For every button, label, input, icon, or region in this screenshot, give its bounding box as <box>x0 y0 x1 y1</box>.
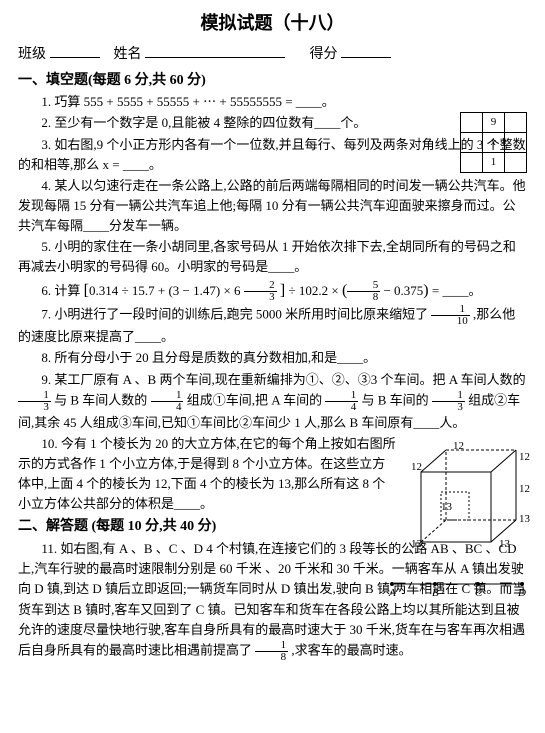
class-label: 班级 <box>18 47 46 62</box>
svg-text:12: 12 <box>519 451 530 463</box>
score-blank <box>341 57 391 58</box>
q6: 6. 计算 [0.314 ÷ 15.7 + (3 − 1.47) × 6 23 … <box>18 279 527 304</box>
cube-figure: 12 12 12 12 13 13 13 13 <box>411 442 531 552</box>
grid-top: 9 <box>483 113 505 133</box>
svg-text:B: B <box>432 587 439 598</box>
svg-text:12: 12 <box>519 483 530 495</box>
grid-figure: 9 x 1 <box>460 112 527 173</box>
frac-1-3a: 13 <box>18 390 51 413</box>
svg-text:C: C <box>475 587 483 598</box>
frac-1-8: 18 <box>255 640 288 663</box>
q1: 1. 巧算 555 + 5555 + 55555 + ⋯ + 55555555 … <box>18 92 527 112</box>
grid-bot: 1 <box>483 153 505 173</box>
q11: 11. 如右图,有 A 、B 、C 、D 4 个村镇,在连接它们的 3 段等长的… <box>18 539 527 663</box>
q3-text: 3. 如右图,9 个小正方形内各有一个一位数,并且每行、每列及两条对角线上的 3… <box>18 135 527 175</box>
section1-heading: 一、填空题(每题 6 分,共 60 分) <box>18 70 527 92</box>
svg-text:13: 13 <box>411 538 423 550</box>
class-blank <box>50 57 100 58</box>
q9-b: 与 B 车间人数的 <box>54 392 147 407</box>
name-label: 姓名 <box>114 47 142 62</box>
q11-b: ,求客车的最高时速。 <box>291 642 411 657</box>
svg-text:A: A <box>388 587 396 598</box>
q4-text: 4. 某人以匀速行走在一条公路上,公路的前后两端每隔相同的时间发一辆公共汽车。他… <box>18 176 527 236</box>
q5-text: 5. 小明的家住在一条小胡同里,各家号码从 1 开始依次排下去,全胡同所有的号码… <box>18 237 527 277</box>
frac-2-3: 23 <box>244 280 277 303</box>
q9-c: 组成①车间,把 A 车间的 <box>187 392 322 407</box>
frac-1-4a: 14 <box>151 390 184 413</box>
frac-1-3b: 13 <box>432 390 465 413</box>
q9-a: 9. 某工厂原有 A 、B 两个车间,现在重新编排为①、②、③3 个车间。把 A… <box>41 372 525 387</box>
exam-title: 模拟试题（十八） <box>18 10 527 38</box>
grid-mid: x <box>483 133 505 153</box>
svg-text:13: 13 <box>519 513 531 525</box>
q6-c: ÷ 102.2 × <box>289 283 339 298</box>
q9: 9. 某工厂原有 A 、B 两个车间,现在重新编排为①、②、③3 个车间。把 A… <box>18 370 527 433</box>
score-label: 得分 <box>310 47 338 62</box>
q8: 8. 所有分母小于 20 且分母是质数的真分数相加,和是____。 <box>18 348 527 368</box>
frac-1-4b: 14 <box>325 390 358 413</box>
q6-a: 6. 计算 <box>41 283 80 298</box>
points-figure: A B C D <box>387 576 527 598</box>
q4: 4. 某人以匀速行走在一条公路上,公路的前后两端每隔相同的时间发一辆公共汽车。他… <box>18 176 527 236</box>
name-blank <box>145 57 285 58</box>
svg-text:13: 13 <box>499 538 511 550</box>
svg-text:D: D <box>517 587 526 598</box>
header-row: 班级 姓名 得分 <box>18 44 527 66</box>
q7-a: 7. 小明进行了一段时间的训练后,跑完 5000 米所用时间比原来缩短了 <box>41 307 428 322</box>
q5: 5. 小明的家住在一条小胡同里,各家号码从 1 开始依次排下去,全胡同所有的号码… <box>18 237 527 277</box>
q6-e: = ____。 <box>432 283 482 298</box>
q2: 2. 至少有一个数字是 0,且能被 4 整除的四位数有____个。 <box>18 113 527 133</box>
svg-text:13: 13 <box>441 501 453 513</box>
frac-1-10: 110 <box>431 304 469 327</box>
q6-d: − 0.375 <box>383 283 423 298</box>
svg-text:12: 12 <box>453 442 464 452</box>
svg-text:12: 12 <box>411 461 422 473</box>
q9-d: 与 B 车间的 <box>362 392 429 407</box>
q6-b: 0.314 ÷ 15.7 + (3 − 1.47) × 6 <box>89 283 241 298</box>
q7: 7. 小明进行了一段时间的训练后,跑完 5000 米所用时间比原来缩短了 110… <box>18 304 527 347</box>
frac-5-8: 58 <box>347 280 380 303</box>
q3: 3. 如右图,9 个小正方形内各有一个一位数,并且每行、每列及两条对角线上的 3… <box>18 135 527 175</box>
